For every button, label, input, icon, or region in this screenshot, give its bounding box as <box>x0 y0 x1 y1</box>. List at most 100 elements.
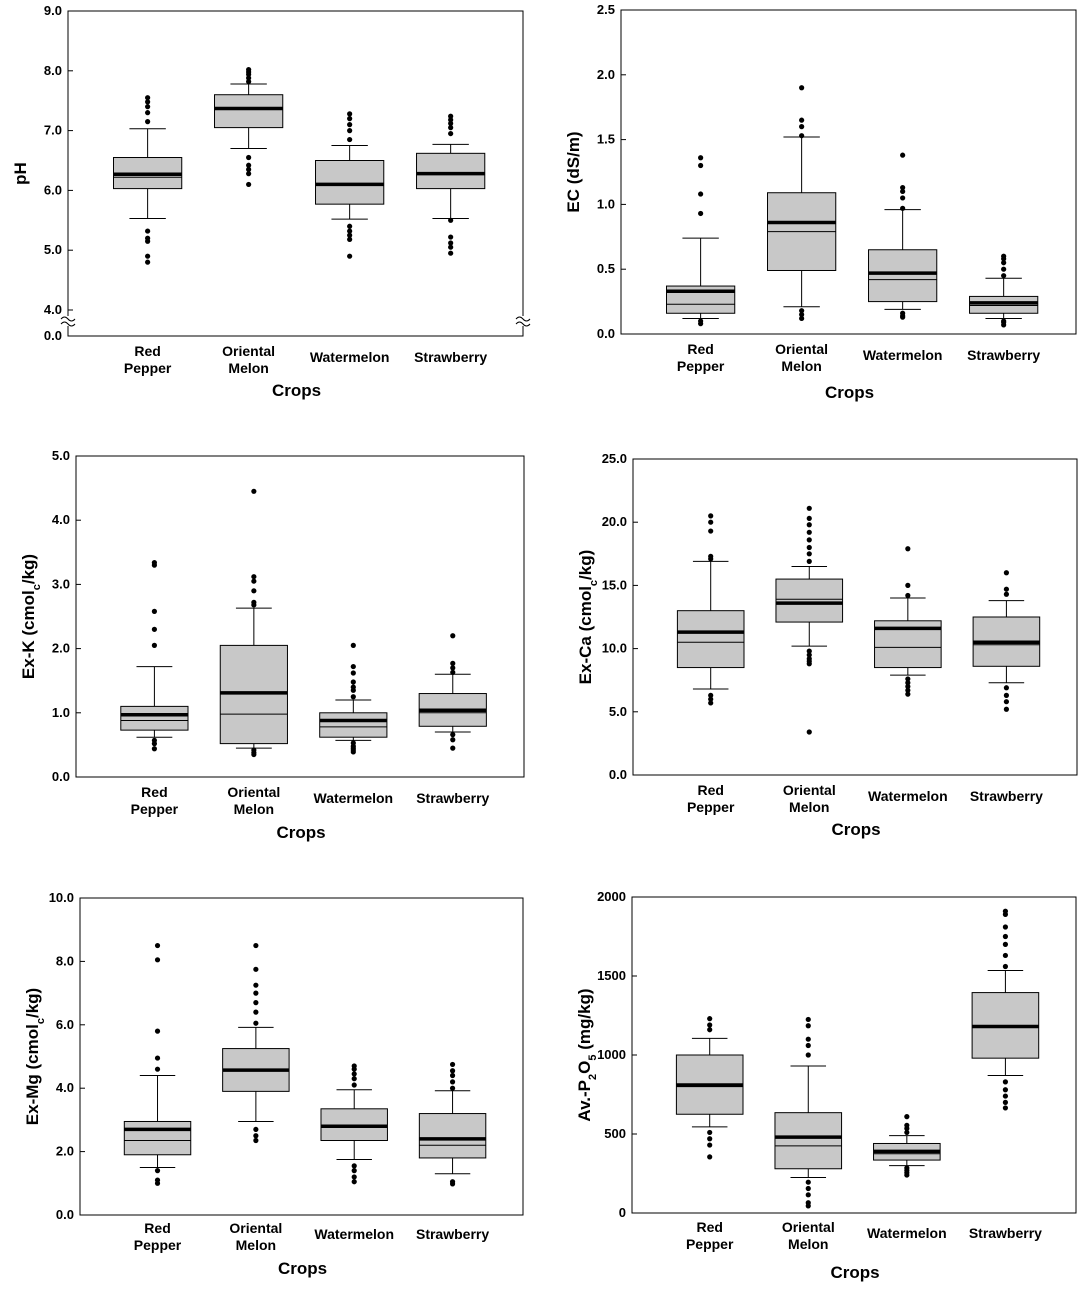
outlier-point <box>806 505 812 511</box>
iqr-box <box>214 94 284 129</box>
x-category-label-line: Melon <box>228 360 268 376</box>
x-category-label-line: Melon <box>789 799 829 815</box>
outlier-point <box>350 663 356 670</box>
y-axis-label-text: /kg) <box>19 554 38 584</box>
outlier-point <box>904 1172 910 1178</box>
x-category-label: Red Pepper <box>131 784 179 817</box>
outlier-point <box>251 574 257 580</box>
outlier-point <box>900 314 906 320</box>
outlier-point <box>351 1163 357 1169</box>
outlier-point <box>449 1079 456 1085</box>
outlier-point <box>350 684 356 690</box>
y-axis-label-text: Ex-Ca (cmol <box>576 586 595 684</box>
outlier-point <box>151 642 157 648</box>
x-category-label: Strawberry <box>414 349 487 365</box>
outlier-point <box>1002 963 1009 970</box>
iqr-box <box>868 249 938 303</box>
x-category-label: Watermelon <box>314 790 394 806</box>
box-group <box>120 559 189 752</box>
x-category-label: Watermelon <box>867 1225 947 1241</box>
outlier-point <box>1001 260 1007 266</box>
x-category-label-line: Oriental <box>227 784 280 800</box>
y-axis-label-text: (mg/kg) <box>575 988 594 1054</box>
outlier-point <box>253 1133 259 1139</box>
y-tick-label: 0.0 <box>44 328 62 343</box>
box-group <box>113 95 183 265</box>
y-tick-label: 0.0 <box>597 326 615 341</box>
outlier-point <box>900 184 906 191</box>
outlier-point <box>799 117 805 123</box>
outlier-point <box>151 741 157 747</box>
outlier-point <box>707 1136 713 1142</box>
outlier-point <box>351 1174 357 1180</box>
outlier-point <box>351 1063 357 1069</box>
outlier-point <box>145 110 151 116</box>
x-category-label: Oriental Melon <box>782 1219 835 1252</box>
outlier-point <box>806 558 812 564</box>
box-group <box>676 513 745 706</box>
iqr-box <box>319 712 388 738</box>
outlier-point <box>806 522 812 528</box>
y-axis-label-text: Ex-K (cmol <box>19 590 38 679</box>
box-group <box>874 546 942 697</box>
y-axis-label-subscript: c <box>588 580 600 586</box>
outlier-point <box>805 1023 811 1029</box>
outlier-point <box>1002 1087 1009 1093</box>
x-category-label-line: Watermelon <box>867 1225 947 1241</box>
outlier-point <box>350 642 356 648</box>
x-category-label-line: Melon <box>781 358 821 374</box>
outlier-point <box>450 745 456 751</box>
outlier-point <box>900 205 906 211</box>
outlier-point <box>905 687 911 693</box>
outlier-point <box>1001 273 1007 279</box>
outlier-point <box>347 136 353 143</box>
x-category-label: Oriental Melon <box>775 341 828 374</box>
y-axis-label: Av.-P2O5 (mg/kg) <box>575 988 599 1121</box>
outlier-point <box>805 1185 811 1192</box>
y-axis-label: pH <box>11 162 30 185</box>
outlier-point <box>698 155 704 161</box>
y-tick-label: 2.0 <box>597 67 615 82</box>
box-group <box>222 942 290 1144</box>
iqr-box <box>120 705 189 731</box>
x-category-label: Strawberry <box>967 347 1040 363</box>
outlier-point <box>246 78 252 85</box>
outlier-point <box>246 75 252 81</box>
x-category-label-line: Oriental <box>775 341 828 357</box>
outlier-point <box>698 321 704 327</box>
outlier-point <box>251 588 257 594</box>
outlier-point <box>151 559 157 566</box>
x-category-label-line: Red <box>134 343 160 359</box>
outlier-point <box>900 195 906 201</box>
outlier-point <box>145 119 151 125</box>
y-tick-label: 20.0 <box>602 514 627 529</box>
axis-break-mark <box>60 316 76 322</box>
outlier-point <box>246 154 252 161</box>
y-axis-label: Ex-Mg (cmolc/kg) <box>23 988 47 1125</box>
outlier-point <box>708 528 714 534</box>
y-tick-label: 7.0 <box>44 123 62 138</box>
x-category-label: Red Pepper <box>677 341 725 374</box>
y-tick-label: 4.0 <box>44 302 62 317</box>
outlier-point <box>450 669 456 675</box>
outlier-point <box>253 966 259 972</box>
outlier-point <box>350 694 356 700</box>
box-group <box>767 85 837 322</box>
outlier-point <box>805 1016 811 1023</box>
x-category-label: Red Pepper <box>134 1220 182 1253</box>
y-tick-label: 25.0 <box>602 451 627 466</box>
x-category-label: Red Pepper <box>687 782 735 815</box>
x-category-label-line: Red <box>696 1219 722 1235</box>
box-group <box>774 1016 843 1209</box>
outlier-point <box>1002 908 1009 914</box>
y-tick-label: 1.0 <box>52 705 70 720</box>
outlier-point <box>253 982 259 988</box>
iqr-box <box>315 160 385 205</box>
y-tick-label: 10.0 <box>602 641 627 656</box>
outlier-point <box>145 104 151 110</box>
y-axis-label-text: EC (dS/m) <box>564 131 583 212</box>
outlier-point <box>450 665 456 671</box>
plot-frame <box>79 897 524 1216</box>
outlier-point <box>799 315 805 322</box>
